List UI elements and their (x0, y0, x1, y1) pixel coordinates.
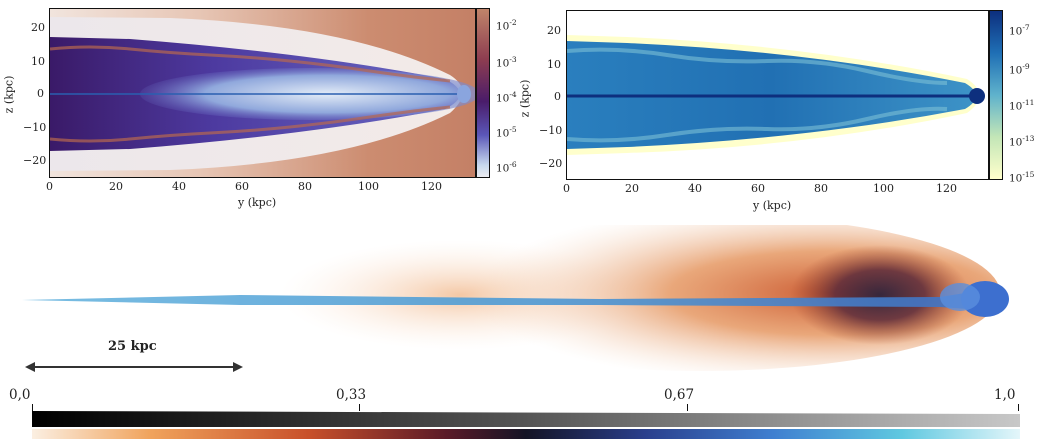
y-tick-label: −10 (539, 124, 563, 137)
x-tick-label: 0 (563, 182, 570, 195)
x-tick-label: 0 (46, 180, 53, 193)
volume-render: 25 kpc (0, 225, 1039, 385)
x-tick-label: 60 (235, 180, 249, 193)
colorbar-label: 10-9 (1009, 62, 1030, 77)
x-tick-label: 80 (298, 180, 312, 193)
y-tick-label: 10 (547, 58, 561, 71)
colorbar-label: 10-4 (496, 90, 517, 105)
colorbar-tracer (989, 10, 1003, 180)
x-tick-label: 120 (421, 180, 442, 193)
x-tick-label: 20 (625, 182, 639, 195)
y-axis-title: z (kpc) (518, 79, 532, 118)
opacity-tick-label: 0,33 (336, 387, 367, 403)
tracer-slice-image (567, 35, 985, 155)
x-tick-label: 100 (358, 180, 379, 193)
y-tick-label: 20 (547, 24, 561, 37)
density-slice-image (50, 17, 475, 171)
colorbar-label: 10-2 (496, 18, 517, 33)
opacity-ramp (32, 411, 1020, 439)
opacity-tick-label: 0,67 (664, 387, 695, 403)
y-tick-label: −20 (23, 154, 47, 167)
y-tick-label: 0 (37, 87, 44, 100)
x-tick-label: 80 (814, 182, 828, 195)
scale-bar-arrow (25, 362, 243, 372)
colorbar-density (476, 8, 490, 178)
x-tick-label: 40 (172, 180, 186, 193)
density-slice-plot (49, 8, 476, 178)
x-tick-label: 20 (109, 180, 123, 193)
x-tick-label: 100 (873, 182, 894, 195)
y-axis-title: z (kpc) (2, 75, 16, 114)
y-tick-label: 0 (554, 90, 561, 103)
scale-bar-label: 25 kpc (108, 339, 157, 354)
volume-render-image (22, 225, 1009, 371)
colorbar-label: 10-11 (1009, 98, 1035, 113)
top-left-panel: 20 10 0 −10 −20 0 20 40 60 80 100 120 y … (0, 0, 517, 215)
tick-mark (1018, 404, 1019, 411)
opacity-tick-label: 0,0 (9, 387, 31, 403)
x-axis-title: y (kpc) (238, 196, 277, 209)
y-tick-label: 20 (31, 21, 45, 34)
tick-mark (359, 404, 360, 411)
colorbar-label: 10-13 (1009, 134, 1035, 149)
colorbar-label: 10-15 (1009, 170, 1035, 185)
tick-mark (32, 404, 33, 411)
x-tick-label: 120 (936, 182, 957, 195)
colorbar-label: 10-3 (496, 55, 517, 70)
tracer-slice-plot (566, 10, 989, 180)
colorbar-label: 10-7 (1009, 23, 1030, 38)
x-axis-title: y (kpc) (753, 199, 792, 212)
top-right-panel: 20 10 0 −10 −20 0 20 40 60 80 100 120 y … (518, 0, 1039, 220)
colorbar-label: 10-5 (496, 125, 517, 140)
x-tick-label: 60 (751, 182, 765, 195)
y-tick-label: 10 (31, 55, 45, 68)
tick-mark (687, 404, 688, 411)
opacity-colormap: 0,0 0,33 0,67 1,0 (0, 385, 1039, 439)
y-tick-label: −10 (23, 121, 47, 134)
opacity-tick-label: 1,0 (994, 387, 1016, 403)
colorbar-label: 10-6 (496, 160, 517, 175)
y-tick-label: −20 (539, 157, 563, 170)
x-tick-label: 40 (688, 182, 702, 195)
